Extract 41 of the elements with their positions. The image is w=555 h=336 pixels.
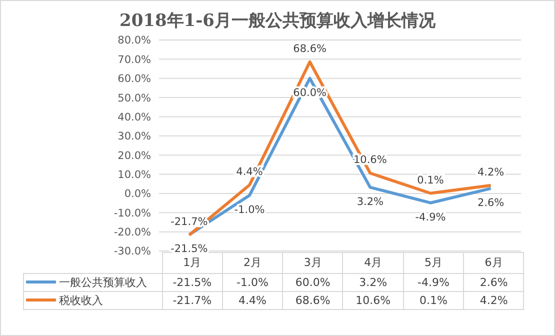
data-label: 4.2% [464, 291, 524, 309]
x-tick-label: 5月 [403, 252, 464, 273]
y-tick-label: 10.0% [118, 169, 152, 181]
data-label: 68.6% [282, 291, 343, 309]
y-tick-label: 30.0% [118, 130, 152, 143]
y-tick-label: -30.0% [114, 246, 152, 258]
y-tick-label: 60.0% [118, 73, 152, 86]
data-label: -21.5% [162, 273, 222, 291]
text: -21.5% [170, 243, 208, 256]
y-tick-label: -10.0% [114, 207, 152, 220]
y-tick-label: 40.0% [118, 111, 152, 124]
text: 4.2% [477, 166, 504, 178]
text: -1.0% [234, 204, 265, 216]
data-label: -4.9% [403, 273, 464, 291]
data-label: 10.6% [342, 291, 404, 309]
data-label: -1.0% [222, 273, 283, 291]
y-tick-label: -20.0% [114, 226, 152, 239]
chart-title: 2018年1-6月一般公共预算收入增长情况 [118, 10, 437, 32]
text: -4.9% [415, 211, 446, 224]
y-tick-label: 20.0% [118, 150, 152, 162]
x-tick-label: 1月 [183, 256, 202, 270]
data-label: 0.1% [403, 291, 464, 309]
x-tick-label: 2月 [222, 252, 283, 273]
data-label: -21.7% [162, 291, 222, 309]
data-label: 4.4% [222, 291, 283, 309]
data-label: 2.6% [464, 273, 524, 291]
text: 3.2% [356, 196, 384, 208]
x-tick-label: 6月 [464, 252, 524, 273]
data-label: 3.2% [342, 273, 404, 291]
x-tick-label: 4月 [342, 252, 404, 273]
y-tick-label: 0.0% [124, 188, 152, 200]
y-tick-label: 80.0% [118, 34, 152, 47]
y-tick-label: 70.0% [118, 54, 152, 66]
legend-label: 税收收入 [59, 294, 103, 306]
y-tick-label: 50.0% [118, 92, 152, 104]
text: 68.6% [293, 42, 327, 55]
legend-label: 一般公共预算收入 [59, 276, 147, 288]
text: 0.1% [417, 174, 444, 186]
x-tick-label: 3月 [282, 252, 343, 273]
data-label: 60.0% [282, 273, 343, 291]
text: 2.6% [477, 196, 504, 209]
